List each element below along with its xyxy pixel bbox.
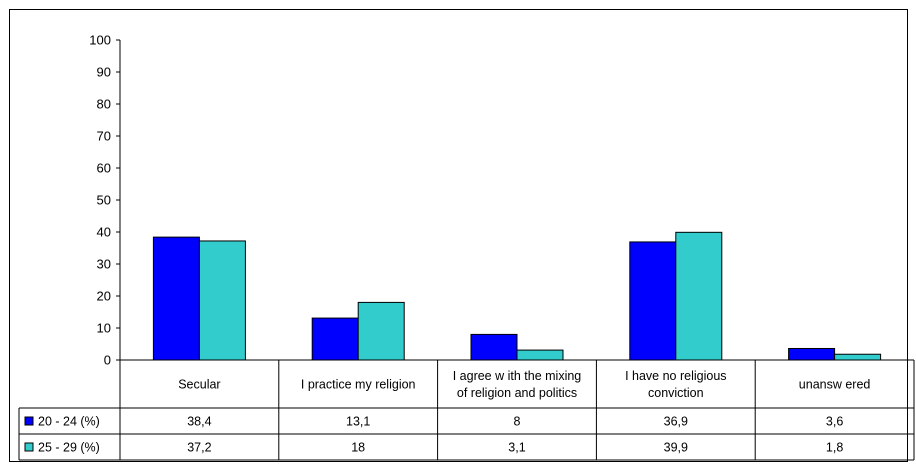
data-label: 1,8 — [826, 441, 843, 455]
legend-key — [24, 416, 34, 426]
bar — [470, 333, 518, 361]
y-tick-label: 60 — [97, 161, 111, 176]
y-tick-label: 0 — [104, 353, 111, 368]
bar — [198, 240, 246, 361]
y-tick-label: 30 — [97, 257, 111, 272]
bar — [311, 317, 359, 361]
y-tick-label: 10 — [97, 321, 111, 336]
data-label: 3,1 — [508, 441, 525, 455]
data-label: 3,6 — [826, 415, 843, 429]
data-label: 8 — [514, 415, 521, 429]
category-label: conviction — [648, 386, 704, 400]
chart-area — [9, 9, 908, 462]
y-tick-label: 100 — [89, 33, 111, 48]
y-tick-label: 90 — [97, 65, 111, 80]
category-label: I agree w ith the mixing — [453, 369, 582, 383]
bar — [834, 353, 882, 361]
bar — [788, 347, 836, 361]
bar — [152, 236, 200, 361]
y-tick-label: 80 — [97, 97, 111, 112]
legend-key — [24, 442, 34, 452]
category-label: of religion and politics — [457, 386, 577, 400]
series-name: 20 - 24 (%) — [38, 415, 100, 429]
data-label: 18 — [351, 441, 365, 455]
y-tick-label: 70 — [97, 129, 111, 144]
bar — [675, 231, 723, 361]
bar — [516, 349, 564, 361]
data-label: 13,1 — [346, 415, 370, 429]
data-label: 37,2 — [187, 441, 211, 455]
data-label: 38,4 — [187, 415, 211, 429]
data-label: 39,9 — [664, 441, 688, 455]
category-label: unansw ered — [799, 378, 871, 392]
y-tick-label: 40 — [97, 225, 111, 240]
category-label: I practice my religion — [301, 378, 416, 392]
y-tick-label: 20 — [97, 289, 111, 304]
data-label: 36,9 — [664, 415, 688, 429]
category-label: Secular — [178, 378, 220, 392]
series-name: 25 - 29 (%) — [38, 441, 100, 455]
y-tick-label: 50 — [97, 193, 111, 208]
bar — [629, 241, 677, 361]
category-label: I have no religious — [625, 369, 726, 383]
bar — [357, 301, 405, 361]
